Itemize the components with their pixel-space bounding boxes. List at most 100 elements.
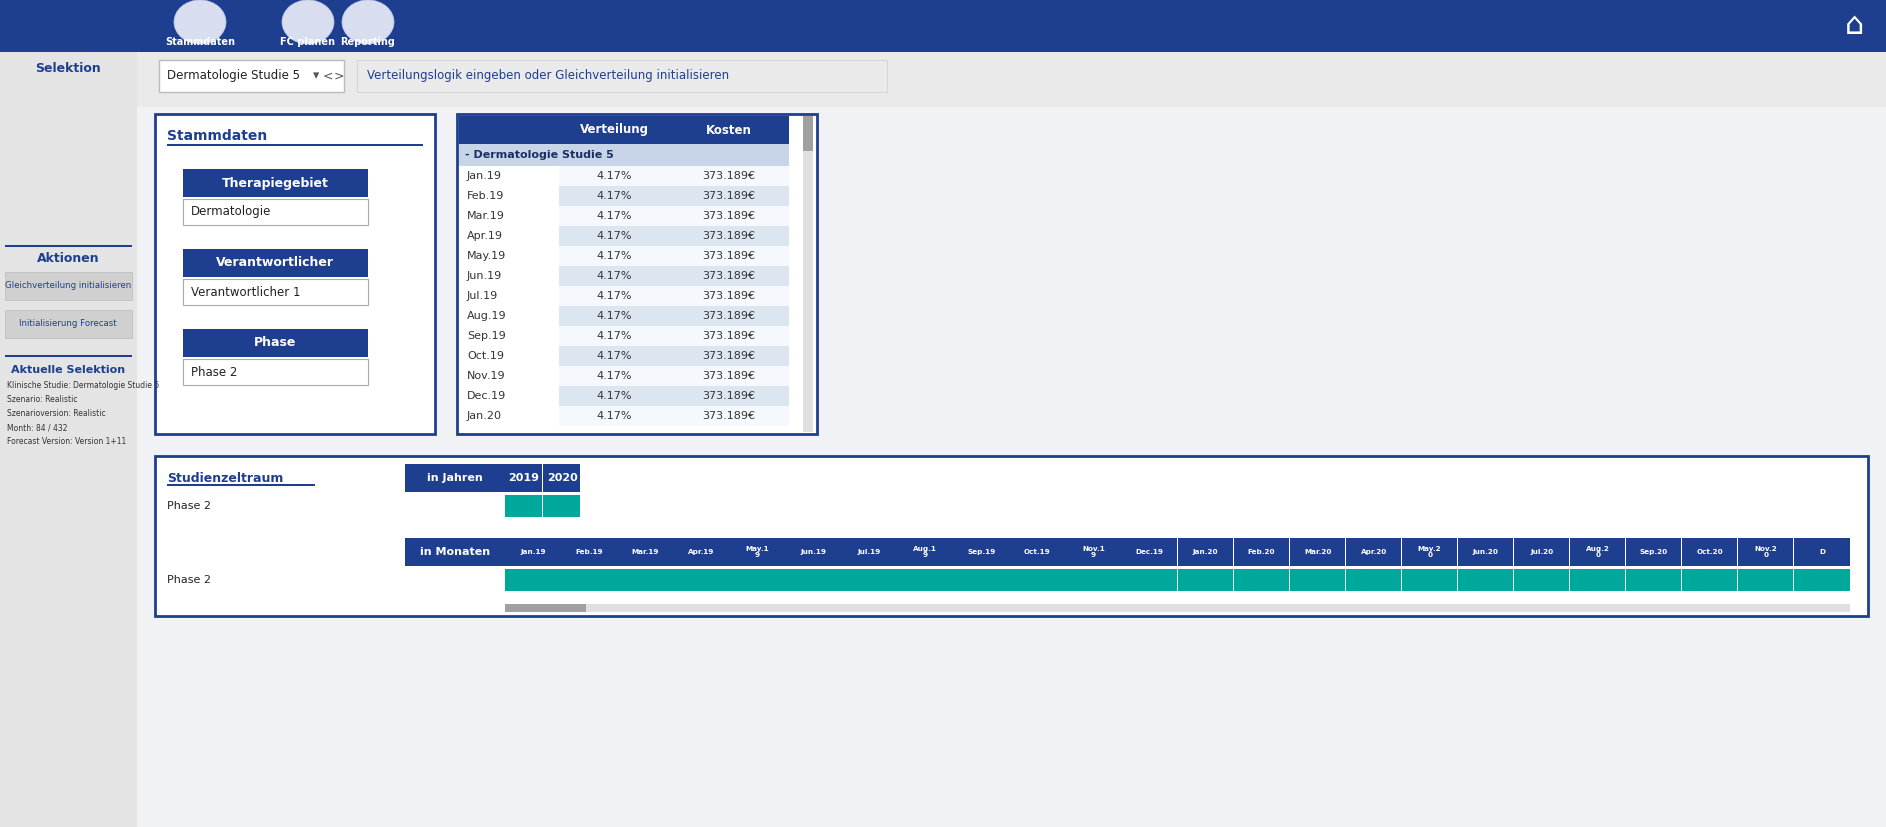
Text: 4.17%: 4.17%	[596, 231, 632, 241]
Text: Dec.19: Dec.19	[1135, 549, 1164, 555]
Bar	[558, 266, 670, 286]
Text: Sep.19: Sep.19	[468, 331, 505, 341]
Text: Sep.19: Sep.19	[968, 549, 996, 555]
Text: 4.17%: 4.17%	[596, 191, 632, 201]
Bar	[1066, 569, 1120, 591]
Text: 4.17%: 4.17%	[596, 411, 632, 421]
Text: Stammdaten: Stammdaten	[164, 37, 236, 47]
Bar	[458, 386, 558, 406]
Bar	[168, 484, 315, 486]
Bar	[670, 266, 788, 286]
Bar	[617, 569, 673, 591]
Bar	[6, 355, 132, 357]
Bar	[155, 114, 436, 434]
Bar	[670, 116, 788, 144]
Bar	[558, 286, 670, 306]
Text: in Jahren: in Jahren	[426, 473, 483, 483]
Text: 373.189€: 373.189€	[702, 311, 756, 321]
Text: Selektion: Selektion	[36, 61, 100, 74]
Text: Jul.19: Jul.19	[468, 291, 498, 301]
Bar	[183, 279, 368, 305]
Text: 4.17%: 4.17%	[596, 251, 632, 261]
Text: Jan.20: Jan.20	[1192, 549, 1218, 555]
Text: 373.189€: 373.189€	[702, 411, 756, 421]
Text: Jun.19: Jun.19	[468, 271, 502, 281]
Bar	[670, 326, 788, 346]
Bar	[1626, 538, 1682, 566]
Bar	[670, 386, 788, 406]
Bar	[183, 169, 368, 197]
Bar	[458, 346, 558, 366]
Bar	[405, 538, 505, 566]
Text: 373.189€: 373.189€	[702, 371, 756, 381]
Text: ⌂: ⌂	[1845, 11, 1865, 40]
Text: Dec.19: Dec.19	[468, 391, 505, 401]
Bar	[1794, 569, 1850, 591]
Bar	[558, 246, 670, 266]
Text: Aug.19: Aug.19	[468, 311, 507, 321]
Bar	[458, 166, 558, 186]
Bar	[841, 538, 896, 566]
Text: D: D	[1818, 549, 1826, 555]
Bar	[1794, 538, 1850, 566]
Text: Oct.19: Oct.19	[468, 351, 504, 361]
Text: Jul.19: Jul.19	[858, 549, 881, 555]
Text: Nov.19: Nov.19	[468, 371, 505, 381]
Bar	[952, 569, 1009, 591]
Bar	[505, 538, 560, 566]
Bar	[1569, 569, 1626, 591]
Text: Aug.1
9: Aug.1 9	[913, 546, 937, 558]
Bar	[670, 346, 788, 366]
Text: Oct.20: Oct.20	[1697, 549, 1724, 555]
Bar	[1458, 538, 1513, 566]
Bar	[1290, 569, 1345, 591]
Bar	[356, 60, 886, 92]
Bar	[1122, 538, 1177, 566]
Bar	[558, 386, 670, 406]
Text: 4.17%: 4.17%	[596, 271, 632, 281]
Text: Mar.20: Mar.20	[1303, 549, 1332, 555]
Bar	[1514, 538, 1569, 566]
Text: 4.17%: 4.17%	[596, 331, 632, 341]
Text: Dermatologie Studie 5: Dermatologie Studie 5	[168, 69, 300, 83]
Text: FC planen: FC planen	[281, 37, 336, 47]
Bar	[458, 326, 558, 346]
Text: 373.189€: 373.189€	[702, 251, 756, 261]
Bar	[458, 186, 558, 206]
Text: Kosten: Kosten	[705, 123, 753, 136]
Text: Jan.19: Jan.19	[521, 549, 545, 555]
Bar	[183, 249, 368, 277]
Text: Therapiegebiet: Therapiegebiet	[221, 176, 328, 189]
Bar	[673, 569, 728, 591]
Text: <: <	[323, 69, 334, 83]
Text: 373.189€: 373.189€	[702, 391, 756, 401]
Text: 4.17%: 4.17%	[596, 171, 632, 181]
Bar	[730, 538, 785, 566]
Text: Verantwortlicher: Verantwortlicher	[217, 256, 334, 270]
Text: Reporting: Reporting	[341, 37, 396, 47]
Bar	[155, 456, 1867, 616]
Text: Szenarioversion: Realistic: Szenarioversion: Realistic	[8, 409, 106, 418]
Bar	[0, 0, 1886, 52]
Bar	[841, 569, 896, 591]
Bar	[505, 464, 541, 492]
Bar	[898, 538, 952, 566]
Text: in Monaten: in Monaten	[421, 547, 490, 557]
Bar	[558, 226, 670, 246]
Text: Nov.1
9: Nov.1 9	[1083, 546, 1105, 558]
Text: 4.17%: 4.17%	[596, 391, 632, 401]
Bar	[6, 245, 132, 247]
Bar	[803, 116, 813, 432]
Text: Dermatologie: Dermatologie	[190, 205, 272, 218]
Bar	[158, 60, 343, 92]
Text: May.2
0: May.2 0	[1418, 546, 1441, 558]
Ellipse shape	[341, 0, 394, 44]
Bar	[558, 166, 670, 186]
Bar	[505, 569, 560, 591]
Text: Klinische Studie: Dermatologie Studie 5: Klinische Studie: Dermatologie Studie 5	[8, 381, 158, 390]
Bar	[617, 538, 673, 566]
Text: 373.189€: 373.189€	[702, 171, 756, 181]
Bar	[670, 226, 788, 246]
Bar	[458, 116, 558, 144]
Text: Studienzeltraum: Studienzeltraum	[168, 471, 283, 485]
